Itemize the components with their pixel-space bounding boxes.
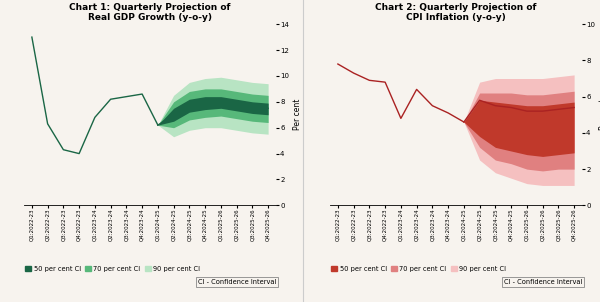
Text: CI - Confidence Interval: CI - Confidence Interval xyxy=(197,279,276,285)
Legend: 50 per cent CI, 70 per cent CI, 90 per cent CI: 50 per cent CI, 70 per cent CI, 90 per c… xyxy=(328,263,509,275)
Y-axis label: Per cent: Per cent xyxy=(293,99,302,130)
Title: Chart 1: Quarterly Projection of
Real GDP Growth (y-o-y): Chart 1: Quarterly Projection of Real GD… xyxy=(69,3,231,22)
Text: CI - Confidence Interval: CI - Confidence Interval xyxy=(503,279,582,285)
Legend: 50 per cent CI, 70 per cent CI, 90 per cent CI: 50 per cent CI, 70 per cent CI, 90 per c… xyxy=(22,263,203,275)
Y-axis label: Per cent: Per cent xyxy=(599,99,600,130)
Title: Chart 2: Quarterly Projection of
CPI Inflation (y-o-y): Chart 2: Quarterly Projection of CPI Inf… xyxy=(375,3,537,22)
